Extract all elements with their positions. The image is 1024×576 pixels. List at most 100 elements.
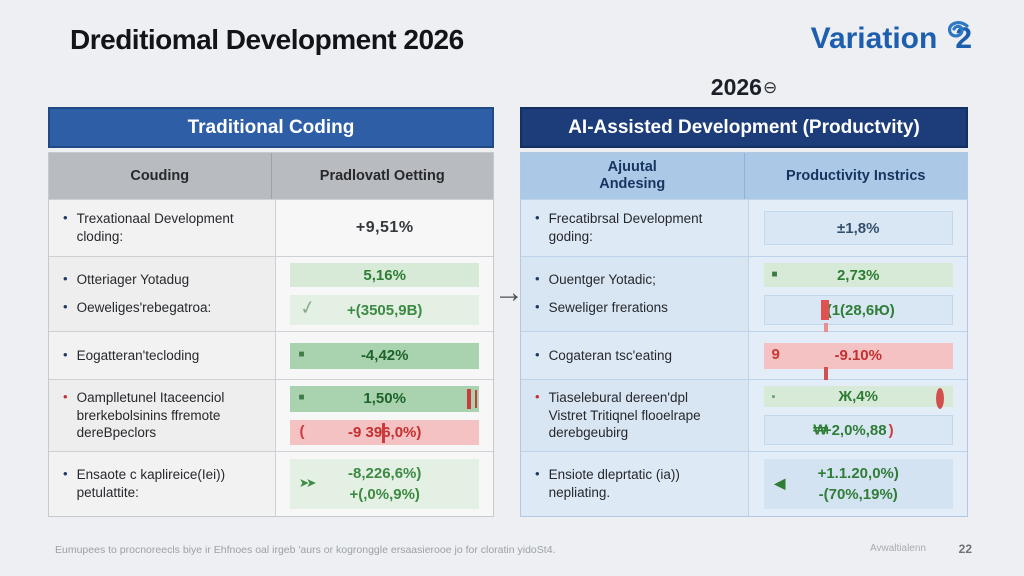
column-header-row: Couding Pradlovatl Oetting	[49, 153, 493, 199]
red-pill-icon	[935, 388, 944, 409]
row-label: petulattite:	[76, 485, 139, 500]
bullet-icon: •	[535, 210, 540, 226]
check-icon: ✓	[298, 296, 319, 321]
metric-value: +9,51%	[355, 219, 414, 236]
square-icon: ■	[771, 269, 778, 280]
column-header: Productivity Instrics	[744, 153, 967, 199]
row-label: Ouentger Yotadic;	[548, 272, 656, 288]
row-label: Vistret Tritiqnel flooelrape	[548, 407, 701, 423]
page-title: Dreditiomal Development 2026	[70, 24, 464, 55]
metric-box-mixed: ₩ +2,0%,88)	[763, 415, 953, 445]
row-label: cloding:	[76, 229, 124, 244]
metric-box-positive: ➤➤ -8,226,6%) +(,0%,9%)	[290, 459, 479, 509]
metric-bar-positive: ■ 1,50%	[290, 386, 479, 412]
metric-value: +2,0%,88	[822, 421, 887, 439]
left-arrow-icon: ◀	[774, 475, 786, 492]
row-label: Seweliger frerations	[548, 300, 668, 315]
metric-value: -4,42%	[360, 347, 409, 364]
table-row: • Oamplletunel Itaceenciol brerkebolsini…	[49, 379, 493, 451]
small-square-icon: ▪	[771, 391, 776, 403]
metric-bar-negative: ( -9 396,0%)	[290, 419, 479, 445]
table-row: • Tiaselebural dereen'dpl Vistret Tritiq…	[521, 379, 967, 451]
metric-value: ±1,8%	[837, 219, 880, 237]
table-row: • Ensaote c kaplireice(Iei)) petulattite…	[49, 451, 493, 516]
row-label: dereBpeclors	[76, 425, 157, 441]
red-paren-icon: (	[299, 422, 305, 440]
red-nine-icon: 9	[771, 345, 780, 363]
red-tick-icon	[382, 422, 386, 443]
metric-value: -(1(28,6Ю)	[821, 301, 895, 319]
row-label: Oeweliges'rebegatroa:	[76, 300, 212, 315]
column-header-line: Ajuutal	[607, 159, 657, 176]
metric-value: +1.1.20,0%)	[817, 465, 899, 482]
metric-value: 1,50%	[363, 390, 406, 408]
square-icon: ■	[298, 348, 305, 360]
year-text: 2026	[710, 74, 762, 100]
metric-value: -8,226,6%)	[348, 465, 422, 482]
page-number: 22	[958, 542, 972, 556]
metric-value: +(3505,9B)	[346, 301, 423, 319]
bullet-icon: •	[535, 346, 540, 362]
bullet-icon: •	[63, 299, 68, 314]
bullet-icon: •	[535, 389, 540, 405]
metric-box-neutral: ±1,8%	[763, 211, 953, 245]
red-bar-icon	[820, 300, 829, 320]
metric-box-mixed: -(1(28,6Ю)	[763, 295, 953, 325]
flow-arrow-icon: →	[494, 276, 524, 309]
metric-value: Ж,4%	[838, 388, 878, 405]
row-label: Ensaote c kaplireice(Iei))	[76, 467, 226, 483]
row-label: Ensiote dleprtatic (ia))	[548, 467, 680, 483]
row-label: Frecatibrsal Development	[548, 211, 703, 227]
row-label: goding:	[548, 229, 593, 244]
bullet-icon: •	[535, 466, 540, 482]
table-row: • Ouentger Yotadic; • Seweliger freratio…	[521, 256, 967, 331]
row-label: Oamplletunel Itaceenciol	[76, 390, 225, 406]
table-row: • Eogatteran'tecloding ■ -4,42%	[49, 331, 493, 379]
table-banner: AI-Assisted Development (Productvity)	[520, 107, 968, 148]
row-label: Otteriager Yotadug	[76, 272, 190, 288]
bullet-icon: •	[63, 346, 68, 362]
traditional-coding-table: Traditional Coding Couding Pradlovatl Oe…	[48, 107, 494, 517]
table-row: • Ensiote dleprtatic (ia)) nepliating. ◀…	[521, 451, 967, 516]
brand-logo: Variation 2	[810, 20, 972, 56]
table-row: • Frecatibrsal Development goding: ±1,8%	[521, 199, 967, 256]
bullet-icon: •	[63, 466, 68, 482]
year-badge-icon: ⊖	[762, 78, 778, 97]
table-row: • Cogateran tsc'eating 9 -9.10%	[521, 331, 967, 382]
footer-note: Eumupees to procnoreecls biye ir Ehfnoes…	[55, 544, 556, 556]
row-label: Cogateran tsc'eating	[548, 347, 672, 363]
row-label: Eogatteran'tecloding	[76, 347, 200, 363]
metric-bar-positive: 5,16%	[290, 263, 479, 287]
bullet-icon: •	[63, 389, 68, 405]
column-header: Ajuutal Andesing	[521, 153, 745, 199]
table-row: • Trexationaal Development cloding: +9,5…	[49, 199, 493, 256]
ai-assisted-table: AI-Assisted Development (Productvity) Aj…	[520, 107, 968, 517]
row-label: derebgeubirg	[548, 425, 629, 441]
swirl-icon	[941, 20, 971, 46]
double-arrow-icon: ➤➤	[299, 477, 316, 490]
metric-bar-positive: ▪ Ж,4%	[763, 386, 953, 409]
bullet-icon: •	[63, 210, 68, 226]
metric-bar-positive: ■ -4,42%	[290, 342, 479, 369]
red-tick-icon	[824, 366, 829, 382]
table-row: • Otteriager Yotadug • Oeweliges'rebegat…	[49, 256, 493, 331]
column-header: Pradlovatl Oetting	[271, 153, 493, 199]
metric-box-positive: ✓ +(3505,9B)	[290, 295, 479, 325]
table-banner: Traditional Coding	[48, 107, 494, 148]
row-label: brerkebolsinins ffremote	[76, 407, 221, 423]
row-label: Trexationaal Development	[76, 211, 234, 227]
table-grid: Ajuutal Andesing Productivity Instrics •…	[520, 152, 968, 517]
bullet-icon: •	[535, 299, 540, 314]
row-label: Tiaselebural dereen'dpl	[548, 390, 688, 406]
scribble-icon: ₩	[813, 421, 828, 439]
square-icon: ■	[298, 392, 305, 403]
red-tick-icon	[466, 389, 471, 409]
metric-value: -9.10%	[834, 347, 882, 364]
metric-value: -(70%,19%)	[818, 486, 898, 503]
footer-brand: Avwaltialenn	[870, 543, 926, 554]
metric-value: +(,0%,9%)	[349, 486, 420, 503]
brand-label: Variation	[810, 22, 938, 55]
column-header-line: Andesing	[599, 176, 666, 192]
bullet-icon: •	[535, 271, 540, 287]
row-label: nepliating.	[548, 485, 611, 500]
